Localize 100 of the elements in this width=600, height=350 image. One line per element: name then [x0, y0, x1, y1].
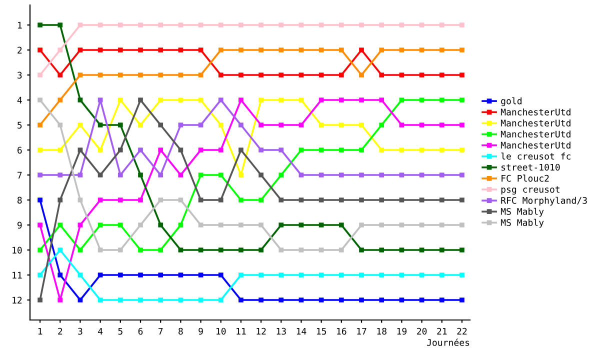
point: [359, 148, 364, 152]
point: [359, 22, 364, 28]
point: [138, 48, 143, 52]
point: [318, 198, 324, 202]
point: [338, 272, 344, 278]
point: [258, 172, 264, 178]
point: [359, 298, 364, 302]
point: [359, 272, 364, 278]
point: [38, 22, 42, 28]
point: [38, 222, 42, 228]
point: [78, 298, 83, 302]
point: [298, 198, 304, 202]
point: [379, 222, 384, 228]
point: [278, 148, 284, 152]
x-tick-label: 22: [457, 328, 467, 335]
point: [419, 172, 424, 178]
point: [439, 298, 444, 302]
point: [460, 122, 464, 128]
point: [359, 198, 364, 202]
point: [399, 198, 404, 202]
point: [439, 172, 444, 178]
x-tick-label: 14: [296, 328, 306, 335]
point: [118, 98, 123, 102]
point: [298, 98, 304, 102]
point: [58, 272, 63, 278]
point: [258, 198, 264, 202]
point: [318, 172, 324, 178]
point: [178, 22, 184, 28]
point: [359, 122, 364, 128]
point: [258, 298, 264, 302]
point: [318, 298, 324, 302]
point: [158, 148, 164, 152]
point: [338, 148, 344, 152]
point: [158, 98, 164, 102]
x-tick-label: 20: [417, 328, 427, 335]
point: [98, 222, 103, 228]
point: [118, 72, 123, 78]
point: [38, 198, 42, 202]
point: [379, 48, 384, 52]
point: [258, 148, 264, 152]
point: [78, 248, 83, 252]
x-tick-label: 8: [178, 328, 183, 335]
point: [118, 198, 123, 202]
point: [98, 22, 103, 28]
point: [178, 72, 184, 78]
point: [318, 248, 324, 252]
point: [460, 48, 464, 52]
point: [460, 72, 464, 78]
point: [58, 22, 63, 28]
point: [58, 148, 63, 152]
point: [178, 98, 184, 102]
point: [218, 148, 224, 152]
point: [58, 298, 63, 302]
point: [399, 222, 404, 228]
point: [338, 48, 344, 52]
point: [419, 198, 424, 202]
point: [98, 72, 103, 78]
point: [278, 48, 284, 52]
point: [399, 272, 404, 278]
point: [58, 198, 63, 202]
point: [399, 122, 404, 128]
point: [298, 72, 304, 78]
point: [218, 298, 224, 302]
point: [98, 48, 103, 52]
point: [460, 198, 464, 202]
point: [318, 148, 324, 152]
point: [258, 272, 264, 278]
point: [118, 222, 123, 228]
point: [460, 98, 464, 102]
legend-label: le creusot fc: [501, 152, 570, 160]
point: [118, 148, 123, 152]
point: [318, 272, 324, 278]
x-tick-label: 19: [397, 328, 407, 335]
point: [198, 298, 204, 302]
point: [460, 172, 464, 178]
point: [379, 122, 384, 128]
point: [278, 172, 284, 178]
point: [318, 48, 324, 52]
y-tick-label: 9: [17, 222, 22, 229]
point: [258, 48, 264, 52]
x-tick-label: 10: [216, 328, 226, 335]
point: [58, 122, 63, 128]
point: [98, 298, 103, 302]
legend-label: RFC Morphyland/3: [501, 196, 587, 206]
point: [439, 198, 444, 202]
y-tick-label: 4: [17, 96, 22, 104]
point: [258, 122, 264, 128]
legend-label: gold: [501, 97, 522, 106]
point: [238, 48, 244, 52]
point: [379, 248, 384, 252]
point: [198, 48, 204, 52]
point: [198, 22, 204, 28]
point: [38, 148, 42, 152]
point: [58, 172, 63, 178]
point: [58, 72, 63, 78]
point: [218, 248, 224, 252]
point: [419, 72, 424, 78]
point: [298, 222, 304, 228]
point: [158, 248, 164, 252]
x-tick-label: 6: [138, 328, 143, 335]
